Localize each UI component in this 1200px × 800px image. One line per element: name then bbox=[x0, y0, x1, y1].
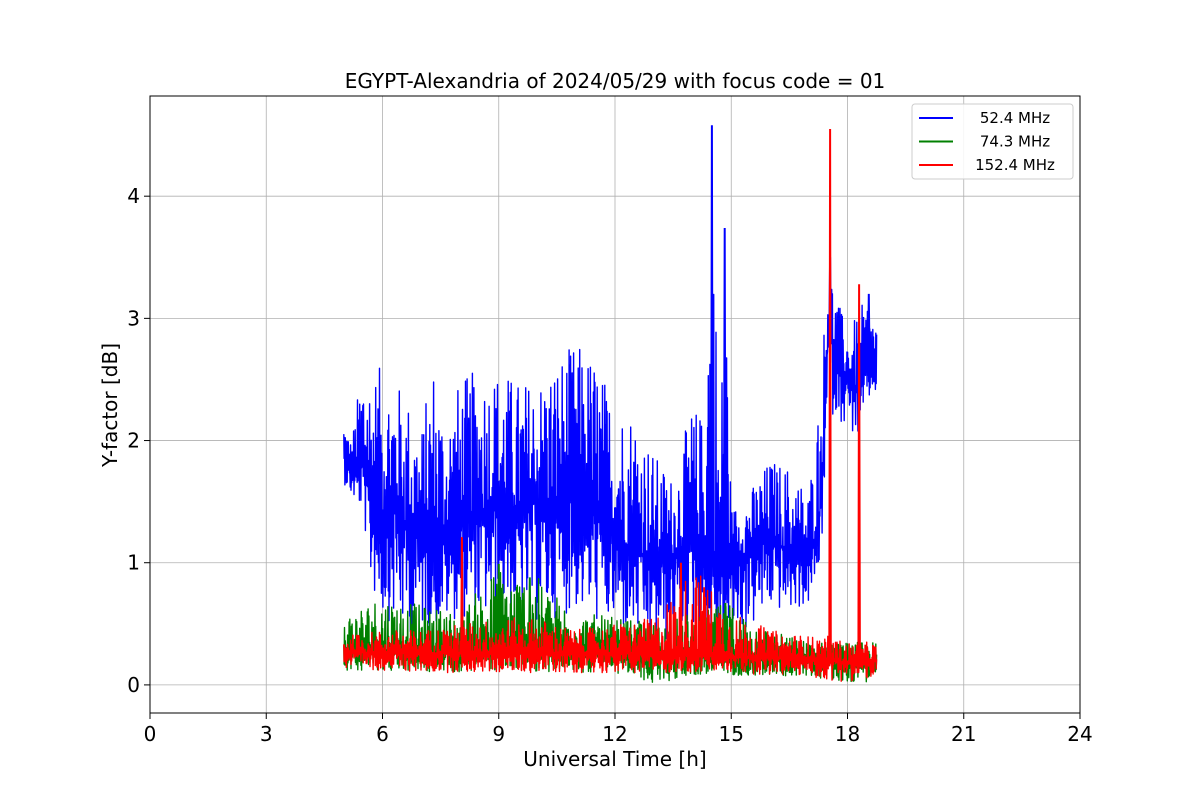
legend: 52.4 MHz 74.3 MHz 152.4 MHz bbox=[911, 103, 1074, 180]
series-spike-2-4 bbox=[857, 284, 861, 662]
y-axis: 0 1 2 3 4 bbox=[127, 184, 150, 697]
y-tick-label-0: 0 bbox=[127, 673, 140, 697]
series-152-4-mhz bbox=[343, 128, 878, 682]
y-tick-label-1: 1 bbox=[127, 551, 140, 575]
x-tick-label-21: 21 bbox=[951, 722, 976, 746]
series-spike-1-0 bbox=[497, 563, 501, 651]
x-tick-label-0: 0 bbox=[144, 722, 157, 746]
series-spike-1-2 bbox=[723, 602, 728, 657]
series-spike-0-0 bbox=[710, 125, 714, 551]
series-spike-0-1 bbox=[722, 227, 727, 562]
y-axis-title: Y-factor [dB] bbox=[98, 343, 122, 468]
series-trace-2 bbox=[343, 575, 878, 682]
series-spike-2-2 bbox=[702, 587, 706, 656]
x-axis: 0 3 6 9 12 15 18 21 24 bbox=[144, 713, 1093, 746]
x-tick-label-24: 24 bbox=[1067, 722, 1092, 746]
legend-label-0: 52.4 MHz bbox=[980, 109, 1050, 127]
series-spike-2-0 bbox=[460, 537, 464, 654]
x-tick-label-3: 3 bbox=[260, 722, 273, 746]
x-tick-label-9: 9 bbox=[492, 722, 505, 746]
series-spike-0-3 bbox=[867, 293, 871, 368]
legend-label-2: 152.4 MHz bbox=[975, 156, 1055, 174]
chart-title: EGYPT-Alexandria of 2024/05/29 with focu… bbox=[345, 69, 886, 93]
x-tick-label-18: 18 bbox=[835, 722, 860, 746]
series-spike-2-1 bbox=[679, 562, 683, 656]
x-axis-title: Universal Time [h] bbox=[523, 747, 706, 771]
x-tick-label-15: 15 bbox=[719, 722, 744, 746]
x-tick-label-12: 12 bbox=[602, 722, 627, 746]
y-tick-label-3: 3 bbox=[127, 306, 140, 330]
legend-box bbox=[911, 103, 1074, 180]
x-tick-label-6: 6 bbox=[376, 722, 389, 746]
y-tick-label-4: 4 bbox=[127, 184, 140, 208]
series-layer bbox=[343, 125, 878, 683]
series-trace-0 bbox=[343, 288, 878, 659]
series-spike-2-3 bbox=[828, 128, 832, 661]
y-tick-label-2: 2 bbox=[127, 429, 140, 453]
legend-label-1: 74.3 MHz bbox=[980, 133, 1050, 151]
